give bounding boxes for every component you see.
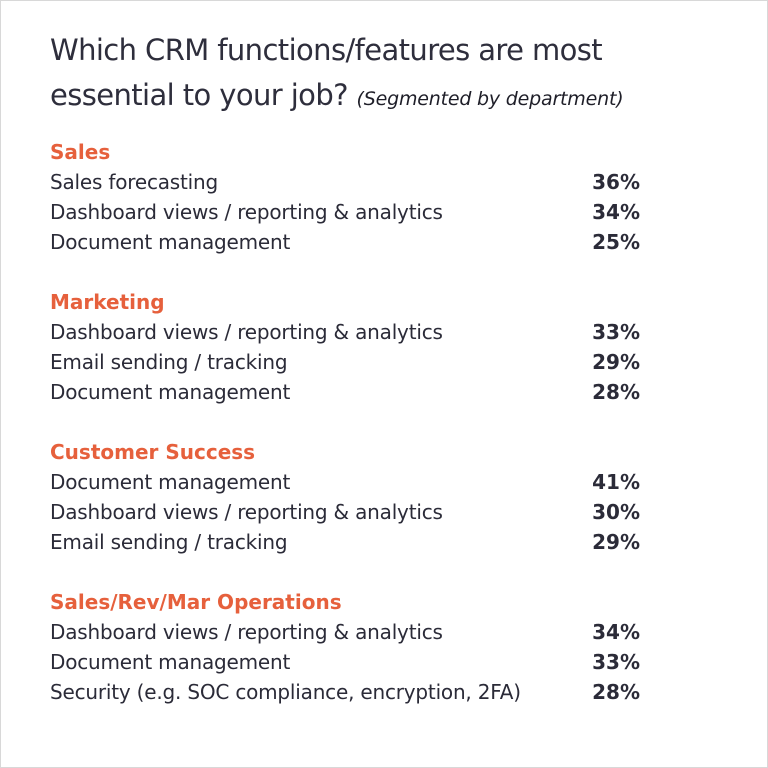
item-percentage: 34%	[592, 620, 640, 644]
item-label: Document management	[50, 230, 291, 254]
item-label: Document management	[50, 380, 291, 404]
section-customer-success: Customer Success Document management 41% Da…	[50, 437, 650, 557]
item-label: Email sending / tracking	[50, 530, 288, 554]
item-percentage: 41%	[592, 470, 640, 494]
item-percentage: 28%	[592, 380, 640, 404]
section-sales: Sales Sales forecasting 36% Dashboard views…	[50, 137, 650, 257]
list-item: Document management 33%	[50, 647, 650, 677]
list-item: Document management 28%	[50, 377, 650, 407]
section-heading: Sales/Rev/Mar Operations	[50, 590, 342, 614]
list-item: Dashboard views / reporting & analytics 3…	[50, 317, 650, 347]
section-heading: Customer Success	[50, 440, 256, 464]
list-item: Email sending / tracking 29%	[50, 347, 650, 377]
list-item: Security (e.g. SOC compliance, encryptio…	[50, 677, 650, 707]
item-percentage: 36%	[592, 170, 640, 194]
list-item: Dashboard views / reporting & analytics 3…	[50, 197, 650, 227]
section-heading: Marketing	[50, 290, 165, 314]
item-label: Dashboard views / reporting & analytics	[50, 500, 443, 524]
section-sales-rev-mar-operations: Sales/Rev/Mar Operations Dashboard views …	[50, 587, 650, 707]
item-label: Document management	[50, 470, 291, 494]
item-percentage: 29%	[592, 350, 640, 374]
item-label: Dashboard views / reporting & analytics	[50, 200, 443, 224]
list-item: Document management 41%	[50, 467, 650, 497]
item-label: Dashboard views / reporting & analytics	[50, 620, 443, 644]
item-percentage: 28%	[592, 680, 640, 704]
item-percentage: 33%	[592, 650, 640, 674]
item-percentage: 30%	[592, 500, 640, 524]
list-item: Dashboard views / reporting & analytics 3…	[50, 497, 650, 527]
item-label: Email sending / tracking	[50, 350, 288, 374]
item-label: Dashboard views / reporting & analytics	[50, 320, 443, 344]
title-text: Which CRM functions/features are most es…	[50, 33, 603, 112]
item-percentage: 34%	[592, 200, 640, 224]
list-item: Email sending / tracking 29%	[50, 527, 650, 557]
item-label: Document management	[50, 650, 291, 674]
item-label: Sales forecasting	[50, 170, 218, 194]
list-item: Sales forecasting 36%	[50, 167, 650, 197]
item-percentage: 33%	[592, 320, 640, 344]
section-marketing: Marketing Dashboard views / reporting & a…	[50, 287, 650, 407]
page-title: Which CRM functions/features are most es…	[50, 28, 730, 122]
list-item: Document management 25%	[50, 227, 650, 257]
section-heading: Sales	[50, 140, 111, 164]
item-percentage: 25%	[592, 230, 640, 254]
item-percentage: 29%	[592, 530, 640, 554]
item-label: Security (e.g. SOC compliance, encryptio…	[50, 680, 521, 704]
list-item: Dashboard views / reporting & analytics 3…	[50, 617, 650, 647]
subtitle: (Segmented by department)	[356, 88, 624, 110]
